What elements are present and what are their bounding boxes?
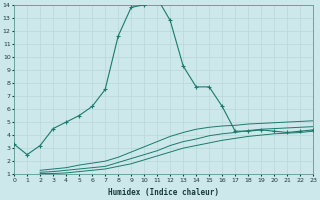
X-axis label: Humidex (Indice chaleur): Humidex (Indice chaleur) [108,188,219,197]
